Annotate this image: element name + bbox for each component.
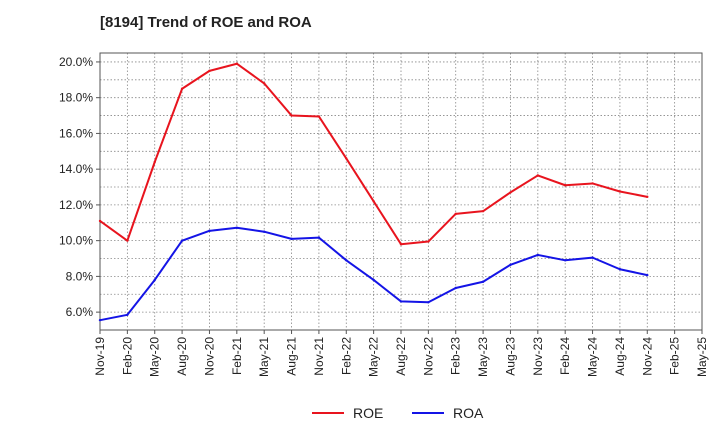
x-axis: Nov-19 Feb-20 May-20 Aug-20 Nov-20 Feb-21 May-… xyxy=(93,330,709,377)
data-point-roe xyxy=(591,182,594,185)
data-point-roa xyxy=(345,259,348,262)
data-point-roe xyxy=(509,191,512,194)
y-tick-label: 16.0% xyxy=(59,126,93,140)
data-point-roe xyxy=(317,115,321,118)
series-lines xyxy=(98,62,649,322)
data-point-roa xyxy=(208,229,211,233)
data-point-roe xyxy=(454,212,457,216)
x-tick-label: Nov-20 xyxy=(202,337,216,376)
x-tick-label: Nov-19 xyxy=(93,337,107,376)
x-tick-label: Aug-21 xyxy=(285,337,299,376)
x-tick-label: Nov-24 xyxy=(640,337,654,376)
data-point-roa xyxy=(180,239,184,242)
data-point-roa xyxy=(536,253,540,257)
x-tick-label: Aug-22 xyxy=(394,337,408,376)
x-tick-label: Aug-23 xyxy=(503,337,517,376)
data-point-roe xyxy=(208,69,211,73)
data-point-roe xyxy=(345,157,348,160)
data-point-roa xyxy=(591,256,594,259)
data-point-roe xyxy=(481,209,485,213)
x-tick-label: Nov-21 xyxy=(312,337,326,376)
x-tick-label: May-21 xyxy=(257,337,271,377)
legend-label-roe: ROE xyxy=(353,405,383,421)
data-point-roa xyxy=(481,280,485,283)
x-tick-label: May-20 xyxy=(148,337,162,377)
y-tick-label: 18.0% xyxy=(59,91,93,105)
data-point-roe xyxy=(372,200,375,203)
data-point-roe xyxy=(646,195,649,199)
x-tick-label: Aug-24 xyxy=(613,337,627,376)
x-tick-label: May-23 xyxy=(476,337,490,377)
data-point-roe xyxy=(427,240,430,243)
data-point-roa xyxy=(98,318,102,322)
x-tick-label: May-24 xyxy=(586,337,600,377)
data-point-roa xyxy=(317,236,321,239)
data-point-roa xyxy=(427,301,430,304)
data-point-roa xyxy=(454,286,457,290)
chart-title: [8194] Trend of ROE and ROA xyxy=(100,14,312,31)
x-tick-label: May-25 xyxy=(695,337,709,377)
data-point-roe xyxy=(180,87,184,90)
data-point-roe xyxy=(536,174,540,177)
data-point-roa xyxy=(262,230,266,233)
data-point-roe xyxy=(290,114,293,117)
y-tick-label: 14.0% xyxy=(59,162,93,176)
x-tick-label: Feb-24 xyxy=(558,337,572,375)
x-tick-label: Aug-20 xyxy=(175,337,189,376)
data-point-roa xyxy=(235,226,239,229)
y-axis: 6.0% 8.0% 10.0% 12.0% 14.0% 16.0% 18.0% 20.0% xyxy=(59,55,100,319)
data-point-roe xyxy=(153,160,156,164)
data-point-roa xyxy=(646,273,649,277)
x-tick-label: Feb-21 xyxy=(230,337,244,375)
data-point-roe xyxy=(262,82,266,85)
y-tick-label: 10.0% xyxy=(59,234,93,248)
y-tick-label: 6.0% xyxy=(66,305,94,319)
x-tick-label: Feb-23 xyxy=(449,337,463,375)
data-point-roa xyxy=(126,313,129,317)
data-point-roe xyxy=(618,190,622,193)
y-tick-label: 8.0% xyxy=(66,269,94,283)
x-tick-label: Nov-23 xyxy=(531,337,545,376)
data-point-roa xyxy=(153,278,156,282)
x-tick-label: Nov-22 xyxy=(421,337,435,376)
data-point-roe xyxy=(235,62,239,65)
data-point-roa xyxy=(618,268,622,271)
data-point-roe xyxy=(98,219,102,223)
data-point-roe xyxy=(126,239,129,242)
y-tick-label: 20.0% xyxy=(59,55,93,69)
series-line-roe xyxy=(99,62,648,246)
data-point-roa xyxy=(563,259,567,262)
x-tick-label: Feb-20 xyxy=(120,337,134,375)
data-point-roe xyxy=(563,184,567,187)
data-point-roa xyxy=(290,237,293,241)
x-tick-label: Feb-25 xyxy=(668,337,682,375)
x-tick-label: May-22 xyxy=(367,337,381,377)
data-point-roe xyxy=(399,243,403,246)
data-point-roa xyxy=(509,263,512,266)
legend: ROE ROA xyxy=(312,405,484,421)
x-tick-label: Feb-22 xyxy=(339,337,353,375)
legend-label-roa: ROA xyxy=(453,405,484,421)
grid xyxy=(100,53,702,330)
data-point-roa xyxy=(399,300,403,303)
data-point-roa xyxy=(372,278,375,282)
y-tick-label: 12.0% xyxy=(59,198,93,212)
